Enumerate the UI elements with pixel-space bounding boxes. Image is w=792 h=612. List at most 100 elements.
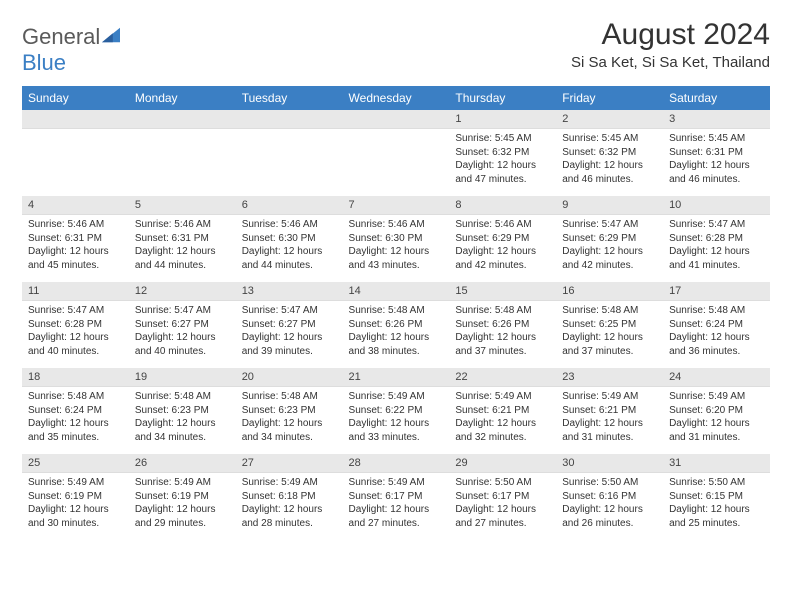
day-content: Sunrise: 5:47 AMSunset: 6:27 PMDaylight:… [236, 301, 343, 362]
calendar-cell: 15Sunrise: 5:48 AMSunset: 6:26 PMDayligh… [449, 282, 556, 368]
day-number: 23 [556, 368, 663, 387]
calendar-cell: 14Sunrise: 5:48 AMSunset: 6:26 PMDayligh… [343, 282, 450, 368]
day-number: 8 [449, 196, 556, 215]
day-content: Sunrise: 5:47 AMSunset: 6:27 PMDaylight:… [129, 301, 236, 362]
calendar-cell: 22Sunrise: 5:49 AMSunset: 6:21 PMDayligh… [449, 368, 556, 454]
day-number-empty [343, 110, 450, 129]
calendar-week-row: 1Sunrise: 5:45 AMSunset: 6:32 PMDaylight… [22, 110, 770, 196]
day-content: Sunrise: 5:45 AMSunset: 6:32 PMDaylight:… [556, 129, 663, 190]
day-content: Sunrise: 5:50 AMSunset: 6:17 PMDaylight:… [449, 473, 556, 534]
day-number: 1 [449, 110, 556, 129]
day-number-empty [129, 110, 236, 129]
header: General Blue August 2024 Si Sa Ket, Si S… [22, 18, 770, 76]
day-number: 30 [556, 454, 663, 473]
weekday-header: Tuesday [236, 86, 343, 110]
calendar-cell: 24Sunrise: 5:49 AMSunset: 6:20 PMDayligh… [663, 368, 770, 454]
day-number: 26 [129, 454, 236, 473]
calendar-cell [22, 110, 129, 196]
day-number: 24 [663, 368, 770, 387]
weekday-header: Sunday [22, 86, 129, 110]
calendar-cell: 11Sunrise: 5:47 AMSunset: 6:28 PMDayligh… [22, 282, 129, 368]
day-content: Sunrise: 5:50 AMSunset: 6:15 PMDaylight:… [663, 473, 770, 534]
weekday-header: Friday [556, 86, 663, 110]
day-content: Sunrise: 5:48 AMSunset: 6:23 PMDaylight:… [236, 387, 343, 448]
day-content: Sunrise: 5:49 AMSunset: 6:19 PMDaylight:… [22, 473, 129, 534]
location-text: Si Sa Ket, Si Sa Ket, Thailand [571, 54, 770, 71]
calendar-cell: 26Sunrise: 5:49 AMSunset: 6:19 PMDayligh… [129, 454, 236, 540]
day-number: 12 [129, 282, 236, 301]
day-number: 27 [236, 454, 343, 473]
calendar-week-row: 4Sunrise: 5:46 AMSunset: 6:31 PMDaylight… [22, 196, 770, 282]
calendar-cell: 6Sunrise: 5:46 AMSunset: 6:30 PMDaylight… [236, 196, 343, 282]
calendar-cell: 5Sunrise: 5:46 AMSunset: 6:31 PMDaylight… [129, 196, 236, 282]
day-content: Sunrise: 5:47 AMSunset: 6:29 PMDaylight:… [556, 215, 663, 276]
calendar-cell: 9Sunrise: 5:47 AMSunset: 6:29 PMDaylight… [556, 196, 663, 282]
weekday-header: Monday [129, 86, 236, 110]
day-content: Sunrise: 5:49 AMSunset: 6:20 PMDaylight:… [663, 387, 770, 448]
day-number-empty [236, 110, 343, 129]
calendar-cell: 18Sunrise: 5:48 AMSunset: 6:24 PMDayligh… [22, 368, 129, 454]
day-content: Sunrise: 5:49 AMSunset: 6:21 PMDaylight:… [449, 387, 556, 448]
day-number: 20 [236, 368, 343, 387]
calendar-cell: 25Sunrise: 5:49 AMSunset: 6:19 PMDayligh… [22, 454, 129, 540]
calendar-cell: 3Sunrise: 5:45 AMSunset: 6:31 PMDaylight… [663, 110, 770, 196]
day-content: Sunrise: 5:49 AMSunset: 6:18 PMDaylight:… [236, 473, 343, 534]
calendar-cell: 12Sunrise: 5:47 AMSunset: 6:27 PMDayligh… [129, 282, 236, 368]
day-content: Sunrise: 5:48 AMSunset: 6:24 PMDaylight:… [22, 387, 129, 448]
day-content: Sunrise: 5:47 AMSunset: 6:28 PMDaylight:… [663, 215, 770, 276]
calendar-cell: 21Sunrise: 5:49 AMSunset: 6:22 PMDayligh… [343, 368, 450, 454]
day-content: Sunrise: 5:48 AMSunset: 6:23 PMDaylight:… [129, 387, 236, 448]
calendar-week-row: 25Sunrise: 5:49 AMSunset: 6:19 PMDayligh… [22, 454, 770, 540]
day-content: Sunrise: 5:49 AMSunset: 6:22 PMDaylight:… [343, 387, 450, 448]
day-number: 19 [129, 368, 236, 387]
day-number: 22 [449, 368, 556, 387]
day-content-empty [129, 129, 236, 189]
day-content: Sunrise: 5:46 AMSunset: 6:30 PMDaylight:… [343, 215, 450, 276]
logo-part2: Blue [22, 50, 66, 75]
calendar-cell: 13Sunrise: 5:47 AMSunset: 6:27 PMDayligh… [236, 282, 343, 368]
weekday-header: Wednesday [343, 86, 450, 110]
calendar-cell: 28Sunrise: 5:49 AMSunset: 6:17 PMDayligh… [343, 454, 450, 540]
day-content: Sunrise: 5:49 AMSunset: 6:19 PMDaylight:… [129, 473, 236, 534]
day-number: 9 [556, 196, 663, 215]
logo: General Blue [22, 24, 122, 76]
calendar-cell: 31Sunrise: 5:50 AMSunset: 6:15 PMDayligh… [663, 454, 770, 540]
day-number: 25 [22, 454, 129, 473]
day-number: 5 [129, 196, 236, 215]
calendar-week-row: 18Sunrise: 5:48 AMSunset: 6:24 PMDayligh… [22, 368, 770, 454]
logo-triangle-icon [100, 26, 122, 44]
day-number: 31 [663, 454, 770, 473]
day-content: Sunrise: 5:48 AMSunset: 6:25 PMDaylight:… [556, 301, 663, 362]
calendar-cell: 16Sunrise: 5:48 AMSunset: 6:25 PMDayligh… [556, 282, 663, 368]
day-number: 2 [556, 110, 663, 129]
day-number: 10 [663, 196, 770, 215]
day-content-empty [236, 129, 343, 189]
calendar-cell: 20Sunrise: 5:48 AMSunset: 6:23 PMDayligh… [236, 368, 343, 454]
calendar-table: SundayMondayTuesdayWednesdayThursdayFrid… [22, 86, 770, 540]
day-content: Sunrise: 5:50 AMSunset: 6:16 PMDaylight:… [556, 473, 663, 534]
weekday-header: Thursday [449, 86, 556, 110]
calendar-cell: 17Sunrise: 5:48 AMSunset: 6:24 PMDayligh… [663, 282, 770, 368]
day-number: 7 [343, 196, 450, 215]
day-content: Sunrise: 5:45 AMSunset: 6:31 PMDaylight:… [663, 129, 770, 190]
title-block: August 2024 Si Sa Ket, Si Sa Ket, Thaila… [571, 18, 770, 71]
calendar-cell: 4Sunrise: 5:46 AMSunset: 6:31 PMDaylight… [22, 196, 129, 282]
day-number: 13 [236, 282, 343, 301]
day-number: 4 [22, 196, 129, 215]
day-content: Sunrise: 5:45 AMSunset: 6:32 PMDaylight:… [449, 129, 556, 190]
day-content: Sunrise: 5:47 AMSunset: 6:28 PMDaylight:… [22, 301, 129, 362]
calendar-cell: 30Sunrise: 5:50 AMSunset: 6:16 PMDayligh… [556, 454, 663, 540]
calendar-cell: 27Sunrise: 5:49 AMSunset: 6:18 PMDayligh… [236, 454, 343, 540]
calendar-cell: 7Sunrise: 5:46 AMSunset: 6:30 PMDaylight… [343, 196, 450, 282]
day-content: Sunrise: 5:46 AMSunset: 6:31 PMDaylight:… [22, 215, 129, 276]
calendar-cell: 8Sunrise: 5:46 AMSunset: 6:29 PMDaylight… [449, 196, 556, 282]
calendar-cell [236, 110, 343, 196]
day-number: 28 [343, 454, 450, 473]
day-content: Sunrise: 5:48 AMSunset: 6:26 PMDaylight:… [343, 301, 450, 362]
day-content: Sunrise: 5:46 AMSunset: 6:30 PMDaylight:… [236, 215, 343, 276]
month-title: August 2024 [571, 18, 770, 52]
calendar-cell: 29Sunrise: 5:50 AMSunset: 6:17 PMDayligh… [449, 454, 556, 540]
calendar-body: 1Sunrise: 5:45 AMSunset: 6:32 PMDaylight… [22, 110, 770, 540]
day-number: 18 [22, 368, 129, 387]
day-content: Sunrise: 5:46 AMSunset: 6:29 PMDaylight:… [449, 215, 556, 276]
